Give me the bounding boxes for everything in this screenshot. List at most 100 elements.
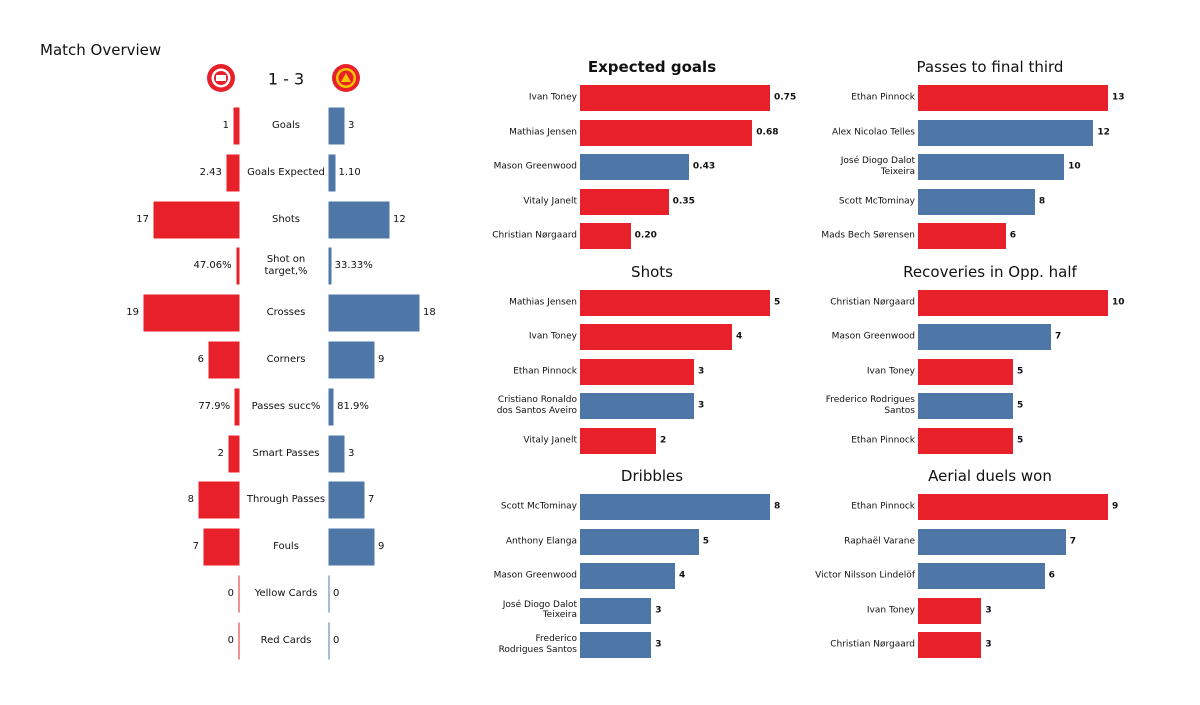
bar bbox=[329, 108, 344, 144]
player-label: Alex Nicolao Telles bbox=[831, 127, 915, 138]
value-label: 0 bbox=[333, 588, 340, 599]
value-label: 10 bbox=[1112, 297, 1125, 308]
value-label: 13 bbox=[1112, 92, 1125, 103]
value-label: 6 bbox=[1048, 570, 1055, 581]
value-label: 0 bbox=[227, 634, 234, 646]
player-label: Ivan Toney bbox=[528, 331, 577, 342]
player-label: Scott McTominay bbox=[838, 196, 915, 207]
value-label: 47.06% bbox=[193, 260, 232, 272]
value-label: 8 bbox=[1038, 196, 1046, 207]
category-label: Goals bbox=[272, 120, 300, 131]
value-label: 3 bbox=[698, 400, 705, 411]
chart-title: Aerial duels won bbox=[928, 467, 1052, 485]
player-label: Frederico Rodrigues Santos bbox=[825, 395, 915, 416]
bar bbox=[918, 358, 1013, 385]
value-label: 12 bbox=[1097, 127, 1110, 138]
bar bbox=[580, 85, 770, 111]
player-label: Ethan Pinnock bbox=[851, 435, 915, 446]
bar bbox=[580, 223, 631, 249]
bar bbox=[580, 358, 694, 385]
bar bbox=[580, 632, 652, 658]
bar bbox=[918, 324, 1051, 350]
player-label: Raphaël Varane bbox=[844, 536, 915, 547]
bar bbox=[329, 201, 389, 238]
category-label: Through Passes bbox=[246, 494, 326, 506]
bar bbox=[580, 119, 753, 146]
bar bbox=[236, 248, 239, 285]
player-label: Vitaly Janelt bbox=[523, 435, 577, 446]
home-logo bbox=[207, 64, 235, 92]
value-label: 3 bbox=[348, 120, 355, 131]
player-label: Mads Bech Sørensen bbox=[821, 230, 915, 241]
bar bbox=[329, 529, 374, 566]
bar bbox=[580, 393, 694, 419]
player-label: Ivan Toney bbox=[528, 92, 577, 103]
value-label: 8 bbox=[187, 494, 194, 506]
category-label: Passes succ% bbox=[251, 400, 321, 412]
player-label: Ethan Pinnock bbox=[851, 501, 915, 512]
value-label: 4 bbox=[736, 331, 743, 342]
player-label: Christian Nørgaard bbox=[492, 230, 577, 241]
player-label: Ethan Pinnock bbox=[851, 92, 915, 103]
score: 1 - 3 bbox=[267, 69, 305, 89]
bar bbox=[580, 427, 656, 454]
bar bbox=[226, 154, 239, 191]
bar bbox=[199, 482, 239, 519]
value-label: 81.9% bbox=[337, 400, 369, 412]
value-label: 0.68 bbox=[756, 127, 779, 138]
player-label: Christian Nørgaard bbox=[830, 639, 915, 650]
bar bbox=[204, 529, 239, 566]
value-label: 10 bbox=[1068, 161, 1081, 172]
value-label: 1 bbox=[222, 120, 229, 131]
chart-title: Recoveries in Opp. half bbox=[903, 262, 1077, 281]
chart-title: Dribbles bbox=[620, 467, 684, 485]
category-label: Yellow Cards bbox=[254, 588, 318, 599]
bar bbox=[144, 295, 239, 332]
bar bbox=[234, 108, 239, 144]
value-label: 9 bbox=[378, 541, 385, 553]
value-label: 0 bbox=[333, 634, 340, 646]
bar bbox=[580, 597, 652, 624]
value-label: 33.33% bbox=[334, 260, 373, 272]
player-label: Vitaly Janelt bbox=[523, 196, 577, 207]
value-label: 0.43 bbox=[692, 161, 716, 172]
player-label: Mason Greenwood bbox=[493, 161, 577, 172]
player-label: Ivan Toney bbox=[866, 605, 915, 616]
value-label: 9 bbox=[1112, 501, 1119, 512]
category-label: Red Cards bbox=[260, 634, 312, 646]
value-label: 4 bbox=[679, 570, 686, 581]
value-label: 77.9% bbox=[198, 400, 231, 412]
value-label: 7 bbox=[368, 494, 375, 506]
bar bbox=[580, 324, 732, 350]
value-label: 3 bbox=[655, 605, 662, 616]
value-label: 5 bbox=[1017, 400, 1024, 411]
value-label: 3 bbox=[698, 366, 705, 377]
bar bbox=[329, 435, 344, 472]
player-label: Mathias Jensen bbox=[509, 297, 577, 308]
player-label: Cristiano Ronaldo dos Santos Aveiro bbox=[496, 395, 577, 416]
chart-title: Passes to final third bbox=[916, 58, 1064, 76]
value-label: 3 bbox=[655, 639, 662, 650]
bar bbox=[580, 188, 669, 215]
value-label: 6 bbox=[197, 354, 204, 365]
bar bbox=[918, 188, 1035, 215]
value-label: 6 bbox=[1009, 230, 1016, 241]
bar bbox=[918, 528, 1066, 555]
value-label: 18 bbox=[423, 307, 436, 319]
bar bbox=[580, 494, 770, 520]
bar bbox=[329, 295, 419, 332]
value-label: 3 bbox=[348, 447, 355, 459]
value-label: 7 bbox=[1069, 536, 1077, 547]
chart-title: Expected goals bbox=[587, 58, 717, 76]
value-label: 1.10 bbox=[338, 166, 361, 178]
category-label: Smart Passes bbox=[252, 447, 320, 459]
player-label: Anthony Elanga bbox=[505, 536, 577, 547]
value-label: 5 bbox=[1017, 435, 1024, 446]
bar bbox=[918, 393, 1013, 419]
bar bbox=[918, 85, 1108, 111]
bar bbox=[580, 528, 699, 555]
bar bbox=[580, 289, 770, 316]
player-label: José Diogo Dalot Teixeira bbox=[502, 599, 577, 621]
